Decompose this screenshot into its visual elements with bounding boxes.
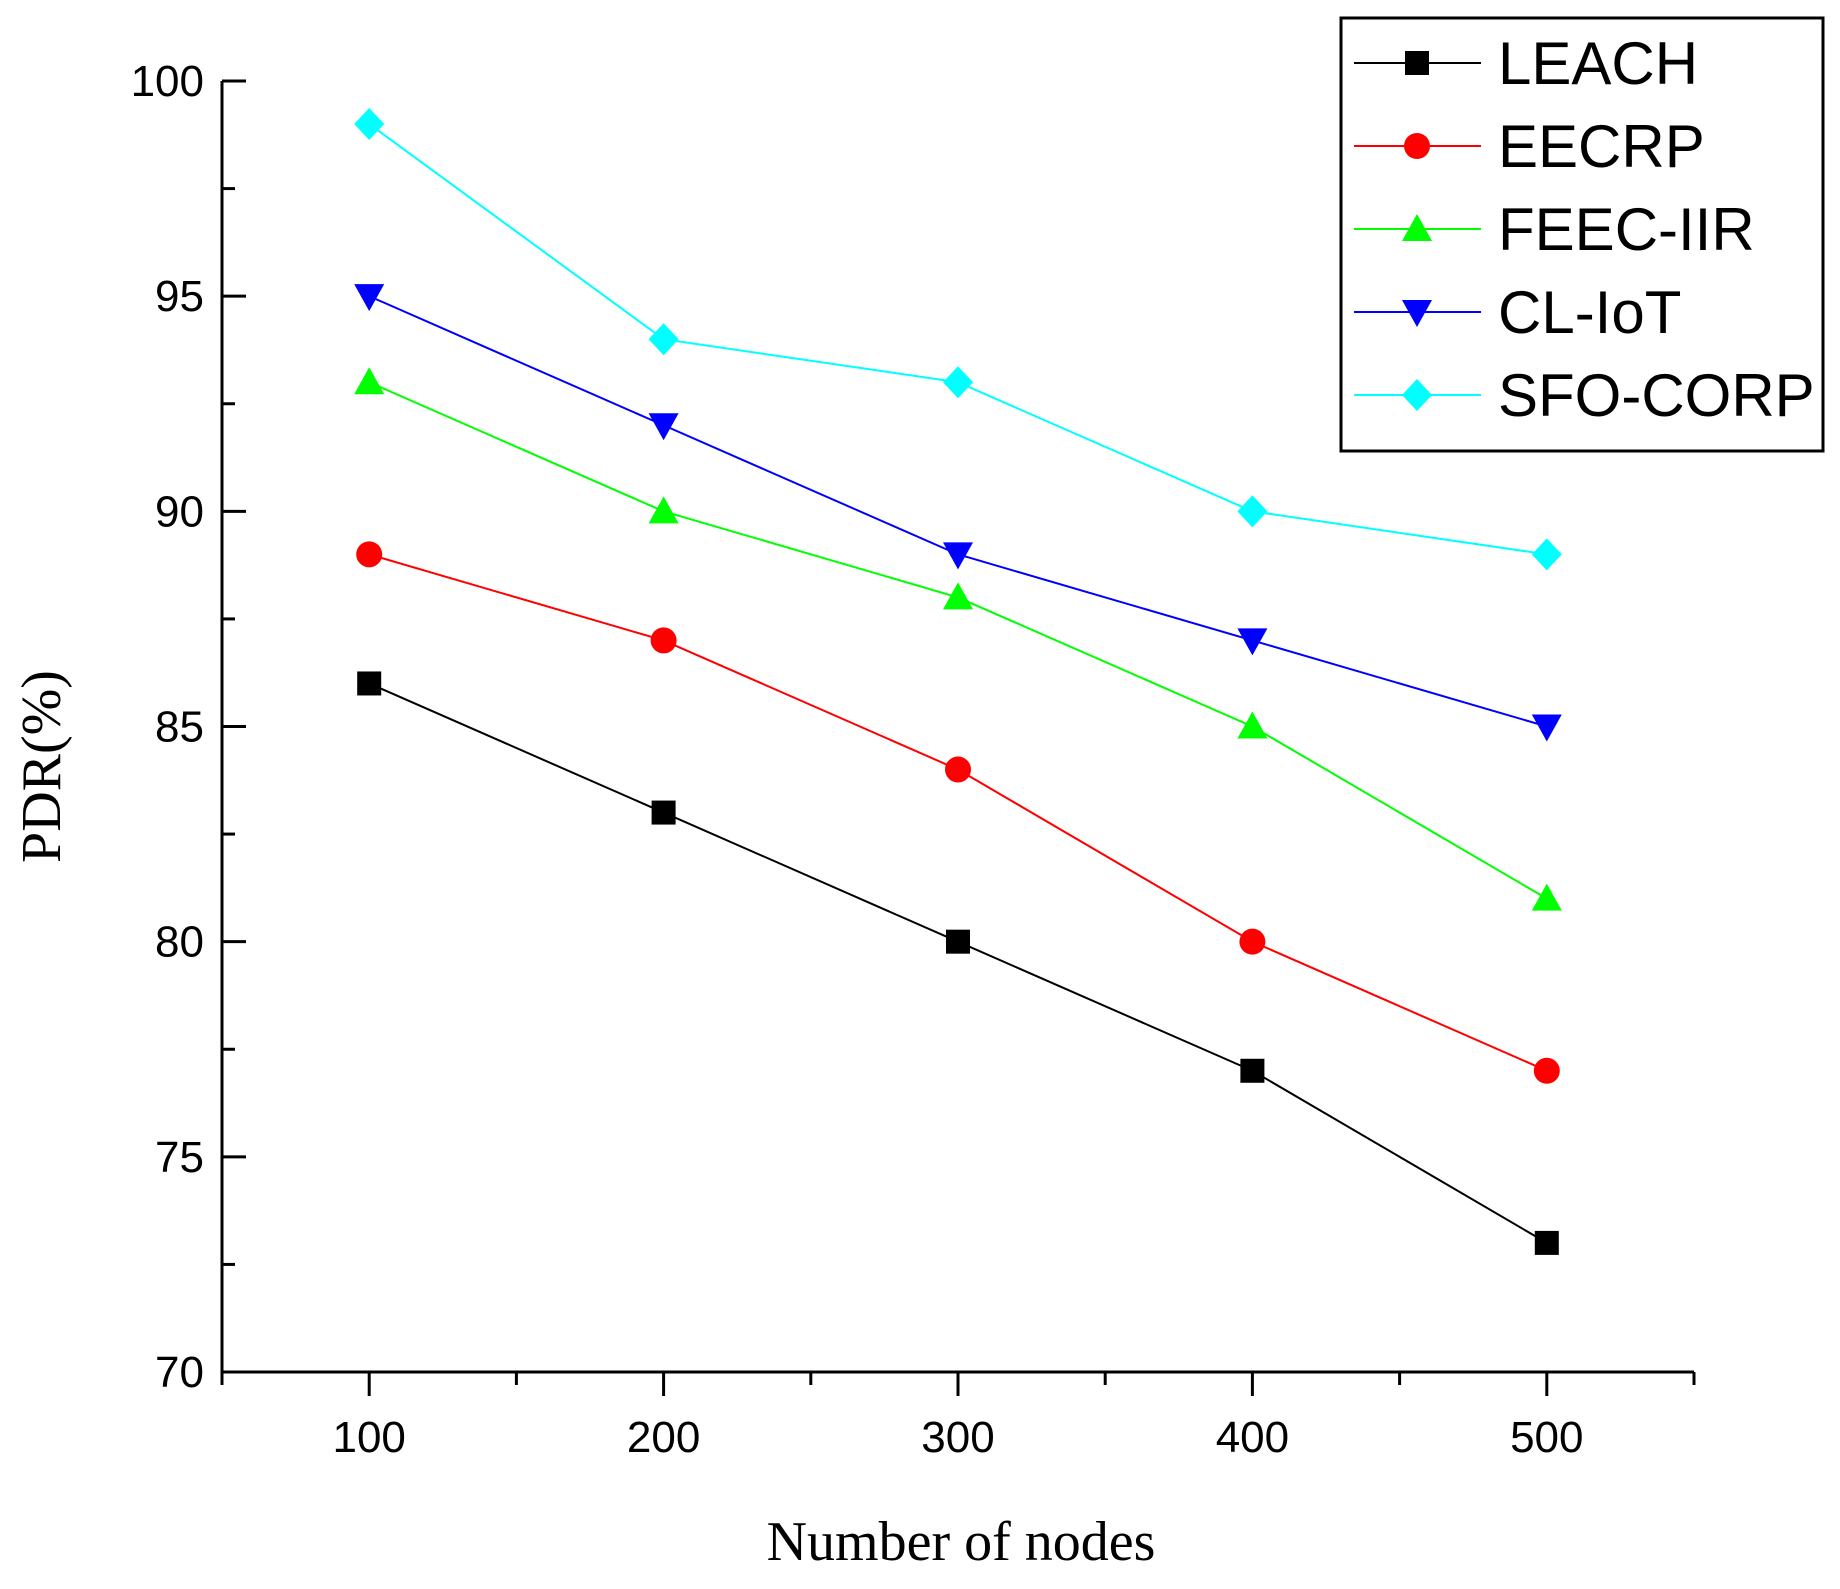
x-axis-title: Number of nodes [767, 1511, 1156, 1573]
legend-label: SFO-CORP [1498, 362, 1815, 429]
data-point-sfo-corp [943, 366, 973, 399]
data-point-eecrp [945, 756, 971, 783]
x-tick-label: 100 [332, 1413, 405, 1462]
legend-item-sfo-corp: SFO-CORP [1354, 362, 1815, 429]
data-point-leach [357, 671, 382, 696]
series-cl-iot [354, 284, 1562, 742]
legend-item-cl-iot: CL-IoT [1354, 279, 1681, 346]
y-tick-label: 90 [155, 487, 204, 536]
data-point-feec-iir [354, 367, 385, 395]
data-point-feec-iir [943, 582, 973, 610]
y-tick-label: 80 [155, 918, 204, 967]
legend-item-feec-iir: FEEC-IIR [1354, 196, 1755, 263]
series-group [354, 108, 1562, 1255]
legend: LEACH EECRP FEEC-IIR CL-IoT SFO-CORP [1339, 16, 1825, 453]
data-point-eecrp [650, 627, 677, 654]
data-point-eecrp [1533, 1057, 1560, 1084]
legend-label: FEEC-IIR [1498, 196, 1755, 263]
data-point-cl-iot [354, 284, 385, 312]
data-point-sfo-corp [1531, 538, 1562, 571]
legend-marker [1405, 51, 1429, 75]
legend-marker [1402, 379, 1432, 411]
legend-item-eecrp: EECRP [1354, 113, 1705, 180]
data-point-leach [651, 800, 676, 825]
series-line-eecrp [368, 553, 1548, 1072]
legend-marker [1402, 214, 1432, 241]
legend-item-leach: LEACH [1354, 30, 1698, 97]
x-tick-label: 400 [1216, 1413, 1289, 1462]
data-point-sfo-corp [1237, 495, 1268, 528]
data-point-leach [1240, 1058, 1265, 1083]
data-point-feec-iir [1531, 883, 1562, 911]
series-feec-iir [354, 367, 1562, 911]
series-sfo-corp [354, 108, 1562, 571]
y-tick-label: 85 [155, 703, 204, 752]
y-tick-label: 100 [131, 57, 204, 106]
data-point-sfo-corp [648, 323, 679, 356]
y-axis-title: PDR(%) [11, 670, 73, 863]
legend-marker [1404, 133, 1430, 159]
x-axis-ticks: 100 200 300 400 500 [220, 1372, 1696, 1462]
y-axis-ticks: 70 75 80 85 90 95 100 [131, 57, 246, 1397]
y-tick-label: 95 [155, 272, 204, 321]
x-tick-label: 500 [1510, 1413, 1583, 1462]
data-point-cl-iot [648, 413, 679, 441]
x-tick-label: 200 [627, 1413, 700, 1462]
legend-label: EECRP [1498, 113, 1705, 180]
legend-marker [1402, 300, 1432, 327]
legend-label: CL-IoT [1498, 279, 1681, 346]
data-point-feec-iir [1237, 711, 1268, 739]
series-eecrp [356, 541, 1560, 1084]
series-leach [357, 671, 1559, 1255]
data-point-cl-iot [1237, 628, 1268, 656]
data-point-feec-iir [648, 496, 679, 524]
data-point-cl-iot [943, 542, 973, 570]
legend-label: LEACH [1498, 30, 1698, 97]
data-point-leach [1534, 1230, 1559, 1255]
data-point-eecrp [1239, 928, 1266, 955]
data-point-leach [946, 929, 970, 954]
y-tick-label: 70 [155, 1348, 204, 1397]
y-tick-label: 75 [155, 1133, 204, 1182]
series-line-feec-iir [368, 381, 1548, 900]
data-point-eecrp [356, 541, 383, 568]
data-point-sfo-corp [354, 108, 385, 141]
x-tick-label: 300 [921, 1413, 994, 1462]
data-point-cl-iot [1531, 714, 1562, 742]
